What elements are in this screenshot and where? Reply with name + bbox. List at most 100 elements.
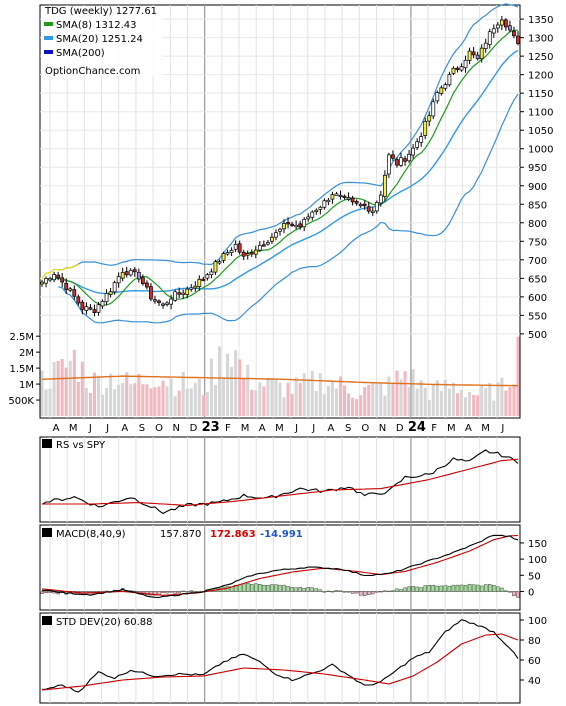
y-tick-label: 1300 bbox=[528, 34, 553, 45]
x-tick-label: M bbox=[241, 423, 250, 434]
candle-body bbox=[153, 299, 157, 302]
macd-histogram-bar bbox=[504, 590, 508, 592]
macd-histogram-bar bbox=[419, 587, 423, 592]
candle-body bbox=[257, 244, 262, 251]
volume-bar bbox=[84, 387, 88, 416]
candle-body bbox=[189, 287, 194, 290]
rs-frame bbox=[39, 436, 521, 523]
std-legend-swatch bbox=[42, 616, 52, 625]
candle-body bbox=[399, 157, 403, 166]
y-tick-label: 600 bbox=[528, 293, 547, 304]
macd-histogram-bar bbox=[447, 585, 452, 592]
volume-bar bbox=[234, 350, 238, 416]
macd-histogram-bar bbox=[362, 591, 367, 596]
x-tick-label: D bbox=[190, 423, 198, 434]
volume-bar bbox=[92, 372, 96, 416]
candle-body bbox=[318, 206, 323, 210]
legend-swatch bbox=[44, 36, 53, 40]
candle-body bbox=[395, 159, 399, 166]
macd-histogram-bar bbox=[254, 583, 258, 592]
macd-histogram-bar bbox=[161, 591, 165, 593]
volume-bar bbox=[322, 394, 326, 416]
macd-histogram-bar bbox=[48, 591, 52, 593]
candle-body bbox=[84, 306, 89, 311]
candle-body bbox=[100, 301, 105, 307]
volume-bar bbox=[492, 400, 496, 416]
candle-body bbox=[427, 115, 432, 122]
macd-histogram-value: -14.991 bbox=[260, 529, 303, 540]
volume-bar bbox=[371, 382, 375, 416]
candle-body bbox=[471, 51, 476, 56]
candle-body bbox=[503, 19, 508, 28]
candle-body bbox=[132, 269, 137, 273]
candle-body bbox=[80, 301, 85, 310]
candle-body bbox=[108, 291, 113, 295]
volume-bar bbox=[455, 393, 460, 416]
candle-body bbox=[419, 136, 424, 143]
volume-average-line bbox=[41, 375, 519, 387]
macd-histogram-bar bbox=[512, 591, 516, 597]
volume-bar bbox=[443, 379, 447, 416]
candle-body bbox=[40, 281, 44, 285]
candle-body bbox=[205, 274, 210, 279]
volume-bar bbox=[504, 390, 508, 416]
candle-body bbox=[245, 253, 250, 256]
macd-histogram-bar bbox=[488, 584, 492, 592]
x-tick-label: N bbox=[379, 423, 386, 434]
volume-bar bbox=[230, 366, 234, 416]
volume-bar bbox=[44, 389, 48, 416]
candle-body bbox=[128, 270, 133, 276]
macd-histogram-bar bbox=[451, 584, 456, 592]
volume-bar bbox=[113, 389, 117, 416]
volume-bar bbox=[109, 373, 113, 416]
rs-average-line bbox=[42, 458, 519, 506]
macd-histogram-bar bbox=[483, 584, 488, 592]
macd-tick-label: 50 bbox=[528, 571, 541, 582]
candle-body bbox=[407, 153, 411, 162]
volume-bar bbox=[56, 360, 60, 416]
candle-body bbox=[213, 261, 218, 273]
macd-histogram-bar bbox=[237, 584, 242, 592]
candle-body bbox=[495, 24, 500, 29]
x-tick-label: 24 bbox=[408, 420, 426, 435]
macd-histogram-bar bbox=[358, 591, 363, 596]
volume-bar bbox=[343, 385, 347, 416]
volume-bar bbox=[355, 399, 359, 416]
candle-body bbox=[322, 200, 327, 208]
macd-histogram-bar bbox=[177, 591, 181, 594]
macd-histogram-bar bbox=[258, 584, 262, 592]
macd-histogram-bar bbox=[354, 591, 359, 594]
candle-body bbox=[475, 54, 480, 60]
volume-bar bbox=[383, 395, 387, 416]
macd-histogram-bar bbox=[274, 584, 278, 592]
volume-bar bbox=[149, 388, 153, 416]
macd-histogram-bar bbox=[141, 591, 145, 594]
macd-histogram-bar bbox=[266, 585, 270, 592]
y-tick-label: 900 bbox=[528, 182, 547, 193]
volume-bar bbox=[266, 377, 270, 416]
volume-bar bbox=[375, 382, 379, 416]
std-tick-label: 80 bbox=[528, 636, 541, 647]
volume-bar bbox=[379, 382, 383, 416]
volume-bar bbox=[197, 378, 201, 416]
volume-bar bbox=[447, 388, 451, 416]
volume-bar bbox=[326, 385, 330, 416]
x-tick-label: A bbox=[465, 423, 472, 434]
volume-bar bbox=[262, 386, 266, 416]
volume-bar bbox=[395, 370, 399, 416]
candle-body bbox=[447, 74, 452, 86]
volume-bar bbox=[258, 382, 262, 416]
macd-histogram-bar bbox=[475, 584, 480, 592]
candle-body bbox=[459, 66, 464, 71]
volume-bar bbox=[141, 384, 145, 416]
volume-bar bbox=[64, 367, 68, 416]
macd-histogram-bar bbox=[334, 589, 339, 592]
volume-bar bbox=[351, 397, 355, 416]
candle-body bbox=[249, 252, 254, 255]
candle-body bbox=[346, 197, 351, 200]
macd-histogram-bar bbox=[298, 587, 302, 592]
candle-body bbox=[193, 285, 198, 289]
macd-histogram-bar bbox=[508, 591, 512, 593]
macd-histogram-bar bbox=[459, 584, 464, 592]
